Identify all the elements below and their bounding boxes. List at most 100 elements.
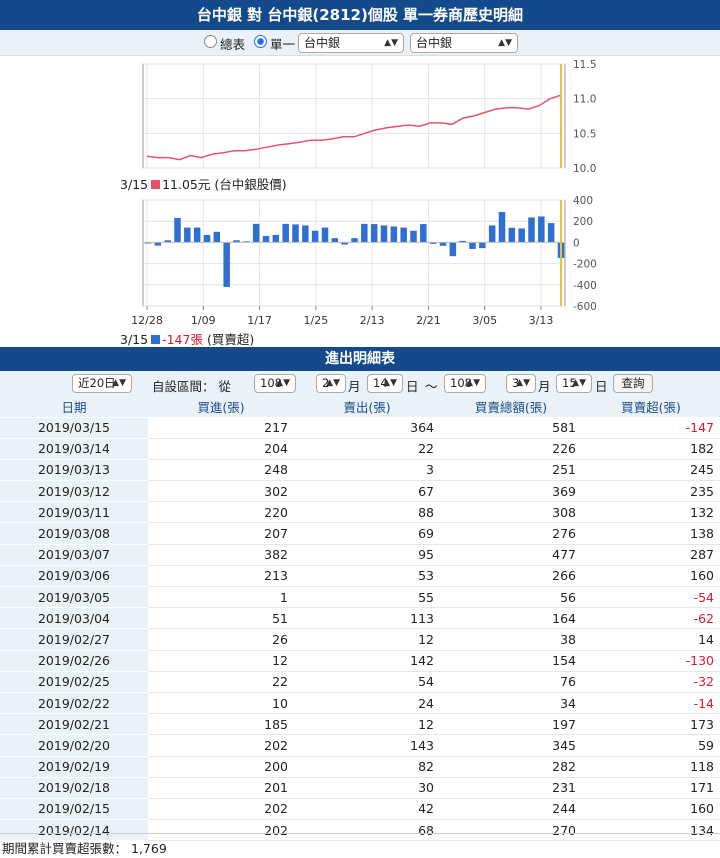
cell-net: 160 xyxy=(582,565,720,588)
cell-total: 369 xyxy=(440,480,582,503)
cell-buy: 204 xyxy=(148,438,294,460)
cell-sell: 142 xyxy=(294,650,440,672)
price-legend-date: 3/15 xyxy=(120,177,149,192)
cell-net: 118 xyxy=(582,756,720,778)
netbuy-bar xyxy=(203,234,211,243)
cell-total: 266 xyxy=(440,565,582,588)
netbuy-legend-label: (買賣超) xyxy=(206,332,255,347)
cell-sell: 42 xyxy=(294,798,440,821)
netbuy-y-tick: 200 xyxy=(573,216,593,228)
netbuy-bar xyxy=(488,225,496,243)
broker-select[interactable]: 台中銀 ▲▼ xyxy=(298,33,404,53)
chevron-updown-icon: ▲▼ xyxy=(384,38,398,48)
cell-date: 2019/03/11 xyxy=(0,501,148,524)
cell-sell: 55 xyxy=(294,586,440,609)
period-total-value: 1,769 xyxy=(131,841,167,856)
period-total: 期間累計買賣超張數： 1,769 xyxy=(0,833,720,858)
netbuy-legend-date: 3/15 xyxy=(120,332,149,347)
cell-net: -147 xyxy=(582,417,720,439)
cell-total: 581 xyxy=(440,417,582,439)
netbuy-bar xyxy=(292,224,299,243)
cell-buy: 202 xyxy=(148,734,294,757)
cell-buy: 51 xyxy=(148,607,294,630)
netbuy-bar xyxy=(420,224,427,243)
cell-net: 59 xyxy=(582,734,720,757)
netbuy-y-tick: -400 xyxy=(573,280,597,292)
from-year-select[interactable]: 108 ▲▼ xyxy=(254,374,296,393)
from-month-unit: 月 xyxy=(348,379,361,394)
cell-sell: 113 xyxy=(294,607,440,630)
cell-total: 154 xyxy=(440,650,582,672)
table-row: 2019/03/13 248 3 251 245 xyxy=(0,459,720,482)
netbuy-bar xyxy=(184,227,191,243)
cell-date: 2019/03/06 xyxy=(0,565,148,588)
table-row: 2019/03/15 217 364 581 -147 xyxy=(0,417,720,439)
netbuy-y-tick: -200 xyxy=(573,259,597,271)
to-month-select[interactable]: 3 ▲▼ xyxy=(506,374,536,393)
cell-net: 160 xyxy=(582,798,720,821)
cell-buy: 220 xyxy=(148,501,294,524)
to-day-select[interactable]: 15 ▲▼ xyxy=(556,374,592,393)
cell-sell: 69 xyxy=(294,522,440,545)
from-month-select[interactable]: 2 ▲▼ xyxy=(316,374,346,393)
query-button[interactable]: 查詢 xyxy=(613,374,653,393)
cell-buy: 200 xyxy=(148,756,294,778)
cell-total: 231 xyxy=(440,777,582,799)
netbuy-y-tick: 0 xyxy=(573,237,580,249)
table-row: 2019/02/25 22 54 76 -32 xyxy=(0,671,720,693)
single-broker-radio[interactable] xyxy=(254,35,267,48)
netbuy-bar xyxy=(174,218,181,243)
table-row: 2019/03/06 213 53 266 160 xyxy=(0,565,720,588)
cell-sell: 53 xyxy=(294,565,440,588)
price-series-line xyxy=(146,94,562,161)
table-row: 2019/02/21 185 12 197 173 xyxy=(0,713,720,736)
netbuy-bar xyxy=(223,242,230,287)
netbuy-bar xyxy=(410,230,417,243)
cell-total: 197 xyxy=(440,713,582,736)
netbuy-bar xyxy=(351,238,358,243)
netbuy-bar xyxy=(272,234,280,243)
netbuy-bar xyxy=(164,240,171,243)
cell-net: -14 xyxy=(582,692,720,715)
price-y-tick: 10.0 xyxy=(573,163,596,175)
cell-net: -130 xyxy=(582,650,720,672)
page-title: 台中銀 對 台中銀(2812)個股 單一券商歷史明細 xyxy=(0,0,720,30)
summary-radio-label: 總表 xyxy=(220,37,246,52)
cell-total: 76 xyxy=(440,671,582,693)
netbuy-bar xyxy=(213,231,221,243)
col-header-total: 買賣總額(張) xyxy=(440,397,582,418)
table-body: 2019/03/15 217 364 581 -147 2019/03/14 204 22 22… xyxy=(0,417,720,842)
price-y-tick: 11.0 xyxy=(573,94,596,106)
branch-select[interactable]: 台中銀 ▲▼ xyxy=(410,33,518,53)
from-day-unit: 日 xyxy=(406,379,419,394)
range-separator: ～ xyxy=(425,379,438,394)
chevron-updown-icon: ▲▼ xyxy=(383,378,397,388)
cell-date: 2019/02/26 xyxy=(0,650,148,672)
x-tick-label: 3/13 xyxy=(529,314,554,327)
table-row: 2019/02/26 12 142 154 -130 xyxy=(0,650,720,672)
cell-buy: 185 xyxy=(148,713,294,736)
x-tick-label: 2/21 xyxy=(416,314,441,327)
range-select[interactable]: 近20日 ▲▼ xyxy=(72,374,132,393)
price-plot-frame xyxy=(142,63,566,169)
summary-radio[interactable] xyxy=(204,35,217,48)
cell-net: 182 xyxy=(582,438,720,460)
netbuy-bar xyxy=(302,225,309,243)
section-title: 進出明細表 xyxy=(0,347,720,371)
date-filter-row: 近20日 ▲▼ 自設區間： 從 108 ▲▼ 2 ▲▼ 月 14 ▲▼ 日 ～ 108… xyxy=(0,371,720,397)
table-header-row: 日期 買進(張) 賣出(張) 買賣總額(張) 買賣超(張) xyxy=(0,397,720,418)
netbuy-legend-value: -147張 xyxy=(162,332,203,347)
to-year-select[interactable]: 108 ▲▼ xyxy=(444,374,486,393)
netbuy-bar xyxy=(193,227,201,243)
cell-total: 226 xyxy=(440,438,582,460)
x-tick-label: 1/09 xyxy=(191,314,216,327)
netbuy-plot-frame xyxy=(142,199,566,307)
table-row: 2019/02/14 202 68 270 134 xyxy=(0,819,720,842)
price-y-tick: 10.5 xyxy=(573,128,596,140)
x-tick-label: 2/13 xyxy=(360,314,385,327)
from-day-select[interactable]: 14 ▲▼ xyxy=(367,374,403,393)
table-row: 2019/03/07 382 95 477 287 xyxy=(0,544,720,566)
chart-area: 11.5 11.0 10.5 10.0 400 200 0 -200 -400 -600 12/28… xyxy=(0,56,720,347)
cell-net: -54 xyxy=(582,586,720,609)
netbuy-bar xyxy=(311,230,319,243)
